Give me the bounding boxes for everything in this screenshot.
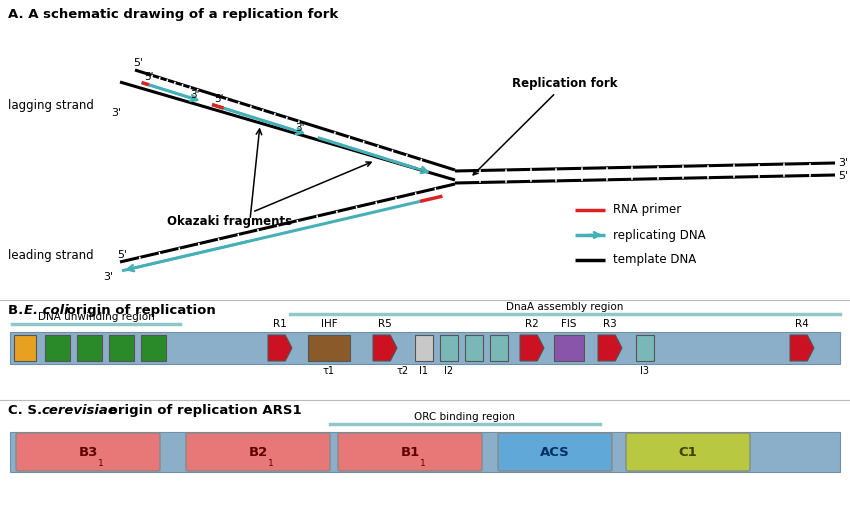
- Text: 3': 3': [838, 158, 848, 168]
- Bar: [141, 335, 166, 361]
- Text: replicating DNA: replicating DNA: [613, 229, 706, 241]
- Text: origin of replication ARS1: origin of replication ARS1: [104, 404, 302, 417]
- FancyBboxPatch shape: [626, 433, 750, 471]
- Text: 3': 3': [111, 108, 121, 118]
- Text: IHF: IHF: [320, 319, 337, 329]
- Bar: [109, 335, 134, 361]
- FancyBboxPatch shape: [16, 433, 160, 471]
- Text: R2: R2: [525, 319, 539, 329]
- Text: B1: B1: [400, 446, 420, 460]
- Text: τ2: τ2: [397, 366, 409, 376]
- Text: ORC binding region: ORC binding region: [415, 412, 515, 422]
- FancyBboxPatch shape: [338, 433, 482, 471]
- Bar: [308, 335, 350, 361]
- Text: Okazaki fragments: Okazaki fragments: [167, 162, 371, 228]
- Text: 5': 5': [133, 58, 143, 68]
- Text: R3: R3: [604, 319, 617, 329]
- Bar: [554, 335, 584, 361]
- FancyBboxPatch shape: [498, 433, 612, 471]
- Text: 5': 5': [214, 95, 224, 104]
- Text: 5': 5': [117, 250, 127, 260]
- Text: lagging strand: lagging strand: [8, 99, 94, 111]
- Text: DnaA assembly region: DnaA assembly region: [507, 302, 624, 312]
- Text: C. S.: C. S.: [8, 404, 47, 417]
- Text: A. A schematic drawing of a replication fork: A. A schematic drawing of a replication …: [8, 8, 338, 21]
- Bar: [45, 335, 70, 361]
- Text: 3': 3': [103, 272, 113, 282]
- Bar: [440, 335, 458, 361]
- Bar: [465, 335, 483, 361]
- Bar: [636, 335, 654, 361]
- Text: 1: 1: [98, 459, 104, 468]
- Polygon shape: [268, 335, 292, 361]
- Text: R5: R5: [378, 319, 392, 329]
- Bar: [10, 332, 840, 364]
- Text: FIS: FIS: [561, 319, 577, 329]
- Text: 5': 5': [144, 72, 154, 82]
- Text: cerevisiae: cerevisiae: [42, 404, 118, 417]
- Text: I1: I1: [420, 366, 428, 376]
- Text: ACS: ACS: [540, 446, 570, 460]
- Text: Replication fork: Replication fork: [473, 77, 618, 175]
- Polygon shape: [790, 335, 814, 361]
- Text: 3': 3': [190, 90, 200, 100]
- Bar: [490, 335, 508, 361]
- Text: I2: I2: [445, 366, 454, 376]
- Text: origin of replication: origin of replication: [62, 304, 216, 317]
- Text: 1: 1: [268, 459, 274, 468]
- Text: 1: 1: [420, 459, 426, 468]
- Text: B.: B.: [8, 304, 28, 317]
- Polygon shape: [598, 335, 622, 361]
- Bar: [77, 335, 102, 361]
- Text: E. coli: E. coli: [24, 304, 69, 317]
- FancyBboxPatch shape: [186, 433, 330, 471]
- Text: R1: R1: [273, 319, 286, 329]
- Bar: [415, 335, 433, 361]
- Text: 5': 5': [838, 171, 848, 181]
- Text: C1: C1: [678, 446, 697, 460]
- Polygon shape: [373, 335, 397, 361]
- Text: 3': 3': [296, 123, 305, 132]
- Text: R4: R4: [795, 319, 809, 329]
- Text: B3: B3: [78, 446, 98, 460]
- Text: leading strand: leading strand: [8, 248, 94, 262]
- Bar: [14, 335, 36, 361]
- Text: RNA primer: RNA primer: [613, 204, 681, 216]
- Text: DNA unwinding region: DNA unwinding region: [37, 312, 155, 322]
- Text: τ1: τ1: [323, 366, 335, 376]
- Text: B2: B2: [248, 446, 268, 460]
- Polygon shape: [520, 335, 544, 361]
- Text: I3: I3: [641, 366, 649, 376]
- Text: template DNA: template DNA: [613, 253, 696, 267]
- Bar: [10, 432, 840, 472]
